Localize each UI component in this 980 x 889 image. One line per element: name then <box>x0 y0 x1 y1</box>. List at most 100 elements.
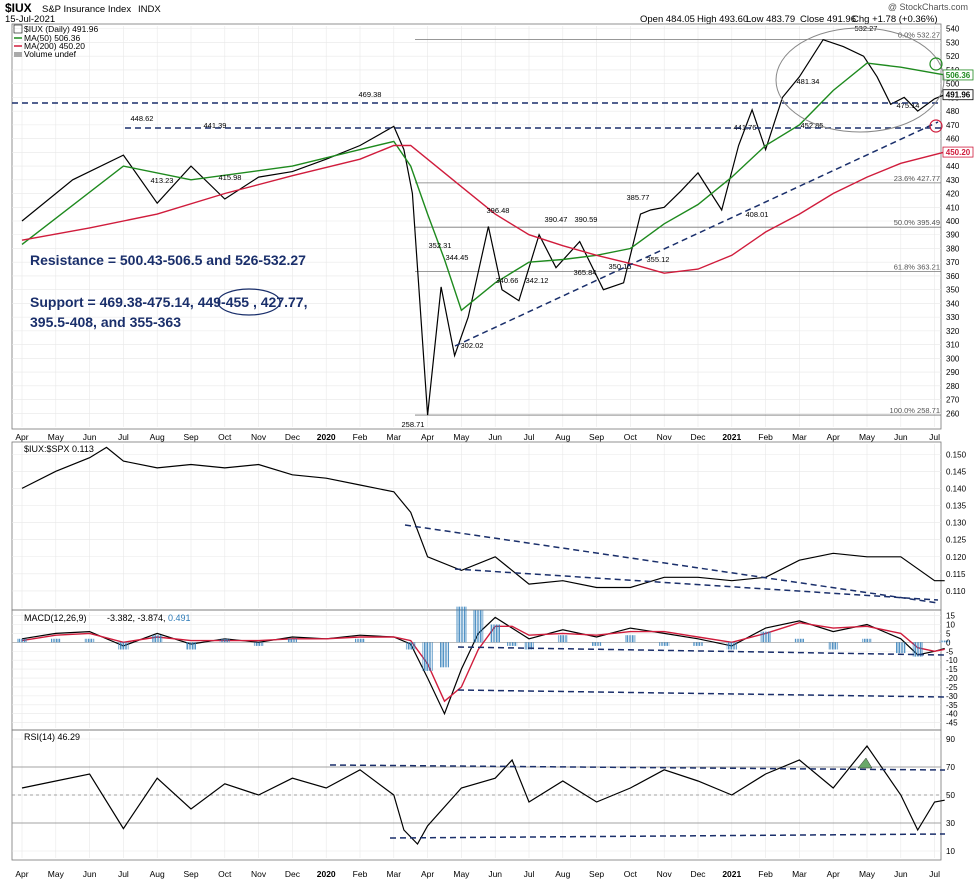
rsi-upper-trend <box>329 764 946 771</box>
x-tick-label: 2020 <box>317 432 336 442</box>
macd-histogram-bar <box>760 631 771 643</box>
x-tick-label: Apr <box>15 869 28 879</box>
x-tick-label: 2021 <box>722 432 741 442</box>
x-tick-label: Oct <box>218 869 232 879</box>
watermark: @ StockCharts.com <box>888 2 968 12</box>
ohlc-high: High 493.60 <box>697 14 748 25</box>
fib-label: 23.6% 427.77 <box>894 174 940 183</box>
y-tick-label: 0.120 <box>946 553 967 562</box>
y-tick-label: 15 <box>946 612 955 621</box>
exchange: INDX <box>138 4 161 15</box>
x-tick-label: Jul <box>118 869 129 879</box>
legend-volume: Volume undef <box>24 49 77 59</box>
y-tick-label: 0.125 <box>946 536 967 545</box>
y-tick-label: 280 <box>946 382 960 391</box>
x-tick-label: May <box>453 869 470 879</box>
x-tick-label: Jun <box>894 432 908 442</box>
x-tick-label: Mar <box>386 869 401 879</box>
y-tick-label: 290 <box>946 368 960 377</box>
x-tick-label: Nov <box>657 432 673 442</box>
y-tick-label: 460 <box>946 135 960 144</box>
macd-histogram-bar <box>439 642 450 668</box>
y-tick-label: 410 <box>946 203 960 212</box>
y-tick-label: 530 <box>946 38 960 47</box>
price-label: 350.15 <box>609 262 632 271</box>
price-label: 469.38 <box>359 90 382 99</box>
macd-histogram-bar <box>794 638 805 643</box>
price-panel-frame <box>11 23 942 430</box>
x-tick-label: Dec <box>285 432 301 442</box>
macd-histogram-bar <box>186 642 196 650</box>
x-tick-label: Aug <box>150 869 165 879</box>
legend-ratio: $IUX:$SPX 0.113 <box>24 444 94 454</box>
fibonacci-levels: 0.0% 532.27 23.6% 427.77 50.0% 395.49 61.8%… <box>415 30 941 416</box>
ma200-end-marker <box>929 119 943 133</box>
fib-label: 50.0% 395.49 <box>894 218 940 227</box>
y-tick-label: 370 <box>946 258 960 267</box>
legend-ma50: MA(50) 506.36 <box>24 33 80 43</box>
x-tick-label: Oct <box>624 432 638 442</box>
y-tick-label: 50 <box>946 791 955 800</box>
price-legend: $IUX (Daily) 491.96 MA(50) 506.36 MA(200… <box>13 24 98 59</box>
price-label: 481.34 <box>797 77 820 86</box>
y-tick-label: 5 <box>946 629 951 638</box>
fib-label: 100.0% 258.71 <box>890 406 940 415</box>
price-label: 385.77 <box>627 193 650 202</box>
x-tick-label: Jun <box>488 432 502 442</box>
price-label: 344.45 <box>446 253 469 262</box>
y-tick-label: 420 <box>946 190 960 199</box>
y-tick-label: 400 <box>946 217 960 226</box>
value-tag-label: 450.20 <box>946 148 971 157</box>
macd-histogram-bar <box>862 638 872 643</box>
x-tick-label: Sep <box>589 869 604 879</box>
support-part-1: Support = 469.38-475.14, <box>30 294 194 310</box>
y-tick-label: 380 <box>946 244 960 253</box>
macd-histogram-bar <box>287 638 298 643</box>
y-tick-label: 10 <box>946 847 955 856</box>
macd-histogram-bar <box>355 638 365 643</box>
y-tick-label: 70 <box>946 763 955 772</box>
x-tick-label: Aug <box>555 869 570 879</box>
legend-main: $IUX (Daily) 491.96 <box>24 24 98 34</box>
y-tick-label: 340 <box>946 299 960 308</box>
x-tick-label: Sep <box>589 432 604 442</box>
macd-histogram-bar <box>456 606 467 643</box>
macd-histogram-bar <box>507 642 518 646</box>
ohlc-close: Close 491.96 <box>800 14 856 25</box>
macd-histogram-bar <box>912 642 923 657</box>
axis-tick-labels: Apr Apr May May Jun Jun Jul Jul Aug Aug Sep Sep Oct O… <box>15 25 966 879</box>
x-tick-label: Oct <box>218 432 232 442</box>
x-tick-label: Mar <box>792 869 807 879</box>
y-tick-label: 0.135 <box>946 502 967 511</box>
y-tick-label: 480 <box>946 107 960 116</box>
macd-lower-trend <box>457 689 946 698</box>
legend-macd-hist: 0.491 <box>168 613 191 623</box>
y-tick-label: 90 <box>946 735 955 744</box>
y-tick-label: 0.115 <box>946 570 966 579</box>
x-tick-label: Oct <box>624 869 638 879</box>
uptrend-line <box>454 121 939 347</box>
series-line-ma-50- <box>21 62 945 312</box>
series-line-signal <box>21 621 945 703</box>
y-tick-label: 0.130 <box>946 519 967 528</box>
ma50-end-marker <box>929 57 943 71</box>
legend-ma200: MA(200) 450.20 <box>24 41 85 51</box>
y-tick-label: -45 <box>946 719 958 728</box>
x-tick-label: Apr <box>827 432 840 442</box>
top-circle <box>775 27 945 133</box>
x-tick-label: Feb <box>758 432 773 442</box>
x-tick-label: Apr <box>421 432 434 442</box>
macd-histogram-bar <box>591 642 602 646</box>
price-label: 441.39 <box>204 121 227 130</box>
y-tick-label: -5 <box>946 647 954 656</box>
price-label: 452.85 <box>801 121 824 130</box>
macd-histogram-bar <box>473 610 484 643</box>
value-tag <box>942 69 974 81</box>
x-tick-label: Sep <box>183 869 198 879</box>
support-circle <box>217 288 281 316</box>
x-tick-label: Nov <box>251 432 267 442</box>
y-tick-label: 520 <box>946 52 960 61</box>
price-label: 352.31 <box>429 241 452 250</box>
